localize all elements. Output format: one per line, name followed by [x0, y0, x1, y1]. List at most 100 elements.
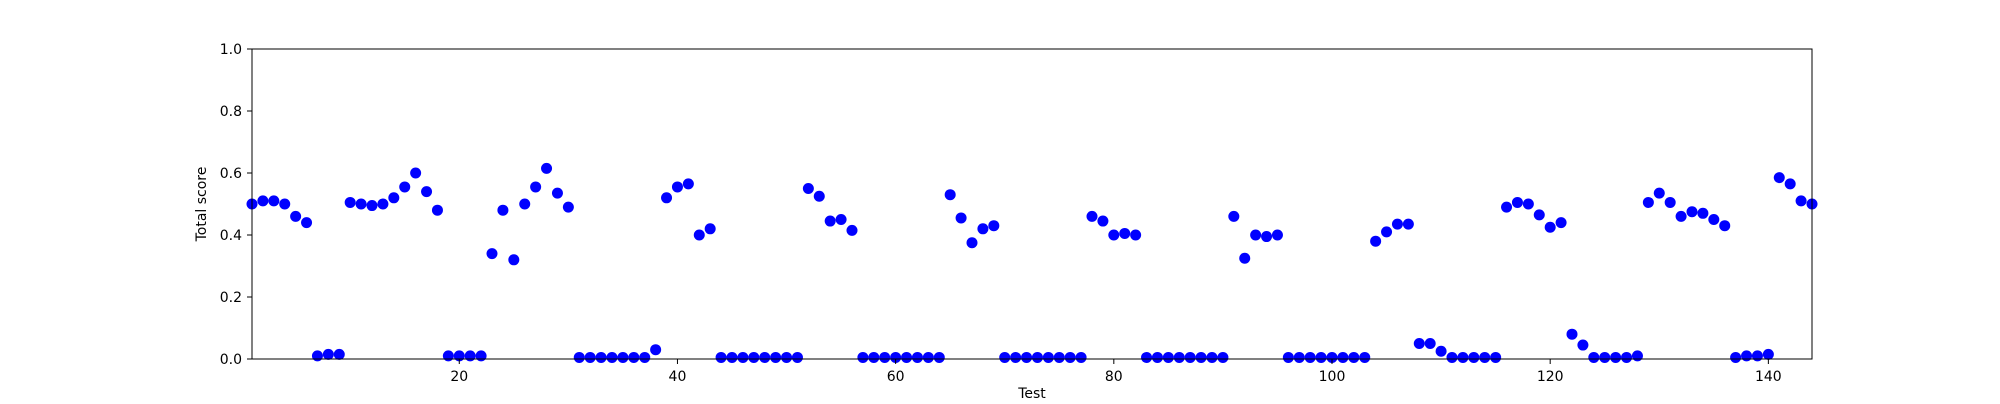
data-point: [1762, 348, 1774, 360]
data-point: [1675, 210, 1687, 222]
data-point: [551, 187, 563, 199]
data-point: [650, 344, 662, 356]
data-point: [1184, 351, 1196, 363]
data-point: [671, 181, 683, 193]
data-point: [1708, 214, 1720, 225]
data-point: [1642, 196, 1654, 208]
data-point: [977, 223, 989, 235]
data-point: [1173, 351, 1185, 363]
x-tick-label: 140: [1755, 369, 1782, 385]
data-point: [1686, 206, 1698, 218]
plot-area-frame: [251, 48, 1813, 360]
x-axis-ticks: 20 40 60 80 100 120 140: [450, 359, 1782, 385]
data-point: [1544, 221, 1556, 233]
data-point: [1588, 351, 1600, 363]
data-point: [1773, 172, 1785, 184]
data-point: [737, 351, 749, 363]
data-point: [1730, 351, 1742, 363]
data-point: [1304, 351, 1316, 363]
data-point: [1195, 351, 1207, 363]
data-point: [933, 351, 945, 363]
data-point: [1402, 218, 1414, 230]
data-point: [1555, 217, 1567, 229]
y-tick-label: 0.4: [220, 228, 242, 244]
data-point: [1217, 351, 1229, 363]
data-point: [268, 195, 280, 207]
data-point: [508, 254, 520, 266]
data-point: [1086, 210, 1098, 222]
data-point: [1697, 207, 1709, 219]
data-point: [1653, 187, 1665, 199]
y-tick-label: 0.8: [220, 104, 242, 120]
y-tick-label: 0.0: [220, 352, 242, 368]
data-point: [1261, 231, 1273, 243]
data-point: [802, 183, 814, 194]
data-point: [1577, 339, 1589, 351]
data-point: [1315, 351, 1327, 363]
data-point: [1435, 345, 1447, 357]
data-point: [770, 351, 782, 363]
data-point: [1631, 350, 1643, 362]
data-point: [857, 351, 869, 363]
data-point: [1162, 351, 1174, 363]
data-point: [715, 351, 727, 363]
data-point: [999, 351, 1011, 363]
data-point: [1479, 351, 1491, 363]
data-point: [813, 190, 825, 202]
data-point: [1741, 350, 1753, 362]
data-point: [464, 350, 476, 362]
data-point: [791, 351, 803, 363]
data-point: [1250, 229, 1262, 241]
data-point: [1337, 351, 1349, 363]
data-point: [1610, 351, 1622, 363]
data-point: [1795, 195, 1807, 207]
data-point: [1446, 351, 1458, 363]
data-point: [1566, 328, 1578, 340]
data-point: [966, 237, 978, 249]
x-tick-label: 100: [1319, 369, 1346, 385]
data-point: [1664, 196, 1676, 208]
data-point: [835, 214, 847, 225]
data-point: [595, 351, 607, 363]
data-point: [879, 351, 891, 363]
data-point: [421, 186, 433, 198]
data-point: [366, 200, 378, 212]
x-tick-label: 20: [450, 369, 468, 385]
data-point: [562, 201, 574, 213]
data-point: [1533, 209, 1545, 221]
x-tick-label: 60: [887, 369, 905, 385]
y-tick-label: 0.2: [220, 290, 242, 306]
data-points: [246, 162, 1818, 363]
x-tick-label: 120: [1537, 369, 1564, 385]
data-point: [693, 229, 705, 241]
data-point: [1751, 350, 1763, 362]
data-point: [388, 192, 400, 204]
data-point: [1293, 351, 1305, 363]
data-point: [431, 204, 443, 216]
data-point: [1370, 235, 1382, 247]
data-point: [846, 224, 858, 236]
data-point: [573, 351, 585, 363]
data-point: [955, 212, 967, 224]
data-point: [1108, 229, 1120, 241]
data-point: [901, 351, 913, 363]
data-point: [617, 351, 629, 363]
data-point: [333, 348, 345, 360]
data-point: [257, 195, 269, 207]
data-point: [922, 351, 934, 363]
data-point: [1348, 351, 1360, 363]
data-point: [530, 181, 542, 193]
data-point: [519, 198, 531, 210]
data-point: [682, 178, 694, 190]
data-point: [944, 189, 956, 201]
data-point: [748, 351, 760, 363]
data-point: [868, 351, 880, 363]
data-point: [1424, 338, 1436, 349]
data-point: [781, 351, 793, 363]
data-point: [541, 162, 553, 174]
y-axis-ticks: 0.0 0.2 0.4 0.6 0.8 1.0: [220, 42, 252, 368]
data-point: [311, 350, 323, 362]
data-point: [824, 215, 836, 227]
